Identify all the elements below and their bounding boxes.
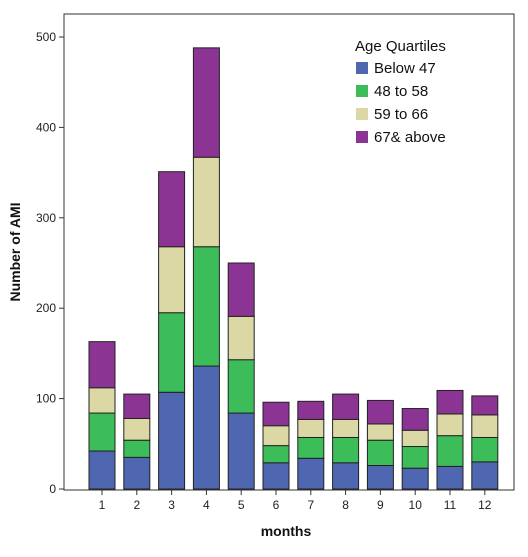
- x-tick-label: 2: [133, 498, 140, 512]
- y-tick-label: 200: [36, 301, 56, 315]
- bar-segment-month-4-series-4: [192, 47, 220, 158]
- x-tick-label: 5: [238, 498, 245, 512]
- bar-segment-month-12-series-4: [471, 395, 499, 416]
- bar-segment-month-12-series-2: [471, 436, 499, 463]
- legend-title: Age Quartiles: [355, 38, 446, 55]
- x-axis: 1 2 3 4 5 6 7 8 9 10 11 12: [99, 490, 492, 512]
- bar-segment-month-9-series-4: [366, 399, 394, 425]
- bar-segment-month-3-series-1: [158, 391, 186, 490]
- bar-segment-month-7-series-3: [297, 418, 325, 438]
- y-tick-label: 100: [36, 392, 56, 406]
- bar-segment-month-8-series-3: [332, 418, 360, 438]
- bar-segment-month-1-series-4: [88, 341, 116, 389]
- y-axis-title: Number of AMI: [7, 202, 23, 301]
- bar-segment-month-12-series-3: [471, 414, 499, 438]
- x-tick-label: 4: [203, 498, 210, 512]
- x-tick-label: 7: [307, 498, 314, 512]
- bars: [88, 47, 499, 490]
- x-tick-label: 12: [478, 498, 492, 512]
- bar-segment-month-10-series-2: [401, 446, 429, 469]
- bar-segment-month-4-series-3: [192, 156, 220, 248]
- y-tick-label: 400: [36, 120, 56, 134]
- bar-segment-month-2-series-3: [123, 417, 151, 441]
- bar-segment-month-5-series-4: [227, 262, 255, 317]
- legend-swatch: [356, 62, 368, 74]
- bar-segment-month-6-series-3: [262, 425, 290, 447]
- legend: Age Quartiles Below 47 48 to 58 59 to 66 67…: [355, 38, 446, 146]
- bar-segment-month-10-series-1: [401, 467, 429, 490]
- y-tick-label: 300: [36, 211, 56, 225]
- legend-swatch: [356, 131, 368, 143]
- bar-segment-month-8-series-1: [332, 462, 360, 490]
- bar-segment-month-2-series-1: [123, 456, 151, 490]
- bar-segment-month-3-series-3: [158, 246, 186, 314]
- x-axis-title: months: [261, 523, 312, 539]
- x-tick-label: 10: [409, 498, 423, 512]
- x-tick-label: 9: [377, 498, 384, 512]
- y-axis: 0 100 200 300 400 500: [36, 30, 64, 496]
- bar-segment-month-7-series-2: [297, 436, 325, 459]
- bar-segment-month-7-series-1: [297, 457, 325, 490]
- x-tick-label: 6: [273, 498, 280, 512]
- bar-segment-month-1-series-1: [88, 450, 116, 490]
- bar-segment-month-5-series-3: [227, 315, 255, 361]
- bar-segment-month-9-series-3: [366, 423, 394, 441]
- bar-segment-month-8-series-2: [332, 436, 360, 464]
- bar-segment-month-11-series-1: [436, 465, 464, 490]
- y-tick-label: 0: [49, 482, 56, 496]
- bar-segment-month-2-series-2: [123, 439, 151, 458]
- x-tick-label: 8: [342, 498, 349, 512]
- bar-segment-month-11-series-4: [436, 389, 464, 415]
- bar-segment-month-10-series-4: [401, 408, 429, 431]
- bar-segment-month-6-series-2: [262, 445, 290, 464]
- bar-segment-month-11-series-2: [436, 435, 464, 467]
- legend-label: Below 47: [374, 60, 436, 77]
- bar-segment-month-2-series-4: [123, 393, 151, 419]
- legend-label: 59 to 66: [374, 106, 428, 123]
- x-tick-label: 11: [444, 498, 457, 512]
- bar-segment-month-3-series-2: [158, 312, 186, 393]
- bar-segment-month-6-series-1: [262, 462, 290, 490]
- bar-segment-month-5-series-2: [227, 359, 255, 414]
- bar-segment-month-1-series-2: [88, 412, 116, 452]
- bar-segment-month-4-series-2: [192, 246, 220, 367]
- bar-segment-month-1-series-3: [88, 387, 116, 414]
- bar-segment-month-9-series-2: [366, 439, 394, 466]
- legend-label: 48 to 58: [374, 83, 428, 100]
- bar-segment-month-11-series-3: [436, 413, 464, 437]
- bar-segment-month-3-series-4: [158, 171, 186, 248]
- bar-segment-month-4-series-1: [192, 365, 220, 490]
- bar-segment-month-8-series-4: [332, 393, 360, 420]
- y-tick-label: 500: [36, 30, 56, 44]
- bar-segment-month-5-series-1: [227, 412, 255, 490]
- legend-swatch: [356, 108, 368, 120]
- x-tick-label: 1: [99, 498, 106, 512]
- x-tick-label: 3: [168, 498, 175, 512]
- bar-segment-month-9-series-1: [366, 464, 394, 490]
- legend-swatch: [356, 85, 368, 97]
- bar-segment-month-6-series-4: [262, 401, 290, 427]
- bar-segment-month-7-series-4: [297, 400, 325, 420]
- bar-segment-month-12-series-1: [471, 461, 499, 490]
- legend-label: 67& above: [374, 129, 446, 146]
- bar-segment-month-10-series-3: [401, 429, 429, 448]
